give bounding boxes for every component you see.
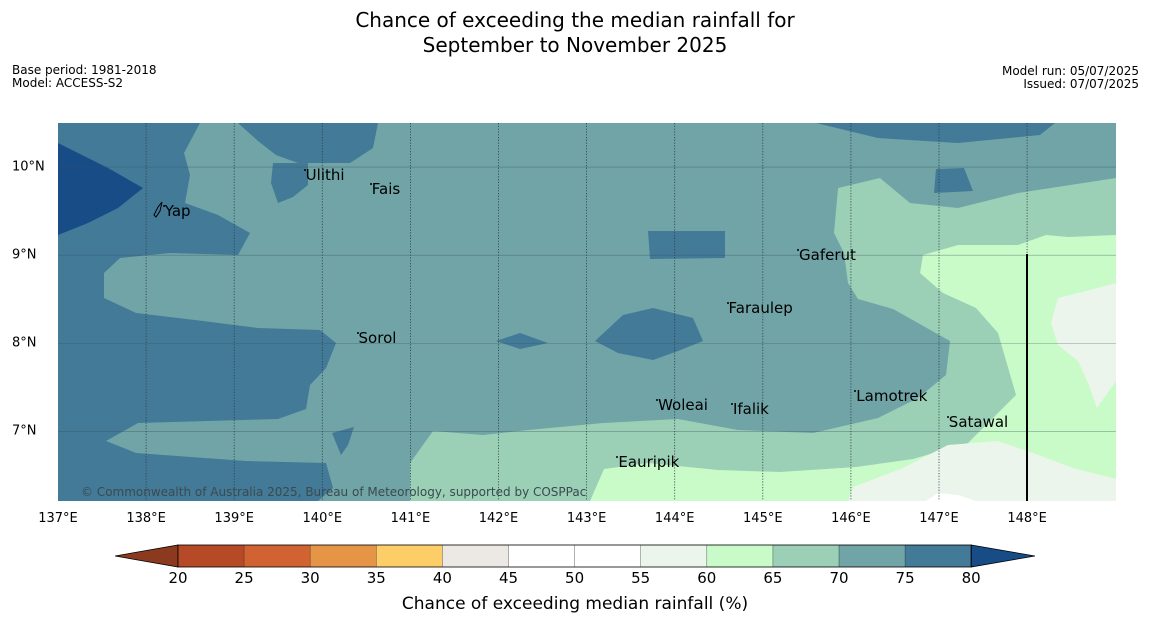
zone-75-80-small [496,333,548,349]
place-marker [369,182,372,185]
place-label: Gaferut [799,245,856,264]
place-marker [854,389,857,392]
longitude-label: 142°E [478,511,519,526]
place-label: Eauripik [618,452,680,471]
longitude-label: 144°E [654,511,695,526]
meta-right: Model run: 05/07/2025 Issued: 07/07/2025 [1002,65,1139,91]
colorbar-tick-label: 75 [895,569,915,587]
place-marker [656,398,659,401]
place-marker [162,204,165,207]
model-text: Model: ACCESS-S2 [12,76,124,90]
colorbar-tick-label: 45 [498,569,519,587]
base-period-text: Base period: 1981-2018 [12,63,157,77]
colorbar-tick-label: 40 [432,569,452,587]
zone-60-65 [590,235,1116,501]
colorbar-segment [442,545,509,567]
place-marker [303,169,306,172]
zone-75-80-ulithi [271,163,308,203]
map-title-line-1: Chance of exceeding the median rainfall … [355,8,795,32]
latitude-label: 7°N [12,423,37,439]
colorbar-tick-label: 20 [168,569,188,587]
colorbar-segment [905,545,972,567]
colorbar-tick-label: 50 [565,569,585,587]
zone-75-80-central [595,308,703,360]
colorbar-tick-label: 55 [631,569,651,587]
longitude-label: 137°E [38,511,78,526]
colorbar-segment [508,545,575,567]
place-marker [730,402,733,405]
place-label: Satawal [948,413,1009,432]
zone-55-60-south [848,441,1116,501]
zone-75-80-west [58,123,336,501]
zone-75-80-tiny [934,168,973,193]
map-title: Chance of exceeding the median rainfall … [0,8,1150,58]
colorbar-tick-label: 60 [697,569,717,587]
zone-75-80-sorol [332,427,354,455]
colorbar-segment [574,545,641,567]
place-marker [797,248,800,251]
longitude-label: 143°E [566,511,607,526]
longitude-label: 146°E [831,511,871,526]
place-label: Woleai [658,395,708,414]
colorbar-extend-high [970,544,1035,568]
yap-island [153,201,163,218]
place-marker [946,416,949,419]
place-label: Faraulep [728,298,793,317]
longitude-label: 141°E [390,511,431,526]
latitude-label: 10°N [12,159,45,175]
colorbar-segment [376,545,443,567]
latitude-gridlines [58,166,1116,432]
longitude-label: 147°E [919,511,959,526]
meta-left: Base period: 1981-2018 Model: ACCESS-S2 [12,64,157,90]
place-label: Sorol [358,329,397,348]
zone-55-60-east [1051,283,1116,408]
rainfall-map[interactable]: Yap Ulithi Fais Gaferut Faraulep Sorol Woleai I… [58,123,1116,501]
copyright-text: © Commonwealth of Australia 2025, Bureau… [81,485,587,499]
place-label: Lamotrek [856,386,928,405]
model-run-text: Model run: 05/07/2025 [1001,64,1139,78]
place-marker [356,332,359,335]
zone-80-plus [58,143,143,235]
zone-75-80-top [238,123,378,163]
colorbar-tick-label: 30 [300,569,320,587]
longitude-label: 148°E [1007,511,1047,526]
colorbar-segment [244,545,311,567]
colorbar-segment [706,545,773,567]
colorbar [115,544,1035,568]
colorbar-segment [772,545,839,567]
place-label: Fais [371,179,401,198]
latitude-label: 9°N [12,247,37,263]
colorbar-tick-label: 65 [763,569,783,587]
place-label: Ifalik [732,399,769,418]
latitude-label: 8°N [12,335,37,351]
zone-75-80-box [648,231,725,259]
map-title-line-2: September to November 2025 [422,33,728,57]
colorbar-extend-low [115,544,179,568]
place-marker [726,301,729,304]
issued-text: Issued: 07/07/2025 [1023,77,1139,91]
place-marker [616,455,619,458]
longitude-label: 145°E [743,511,783,526]
colorbar-tick-label: 25 [234,569,254,587]
colorbar-segment [640,545,707,567]
colorbar-segment [839,545,906,567]
longitude-label: 140°E [302,511,343,526]
map-contours [58,123,1116,501]
zone-75-80-topright [816,123,1055,143]
colorbar-segment [178,545,245,567]
colorbar-label: Chance of exceeding median rainfall (%) [401,594,749,614]
colorbar-tick-label: 70 [829,569,849,587]
longitude-label: 138°E [126,511,166,526]
colorbar-tick-label: 80 [961,569,981,587]
zone-45-55-white [926,493,976,501]
longitude-label: 139°E [214,511,254,526]
colorbar-segment [310,545,377,567]
place-label: Yap [164,201,191,220]
place-label: Ulithi [305,166,345,185]
colorbar-tick-label: 35 [366,569,386,587]
